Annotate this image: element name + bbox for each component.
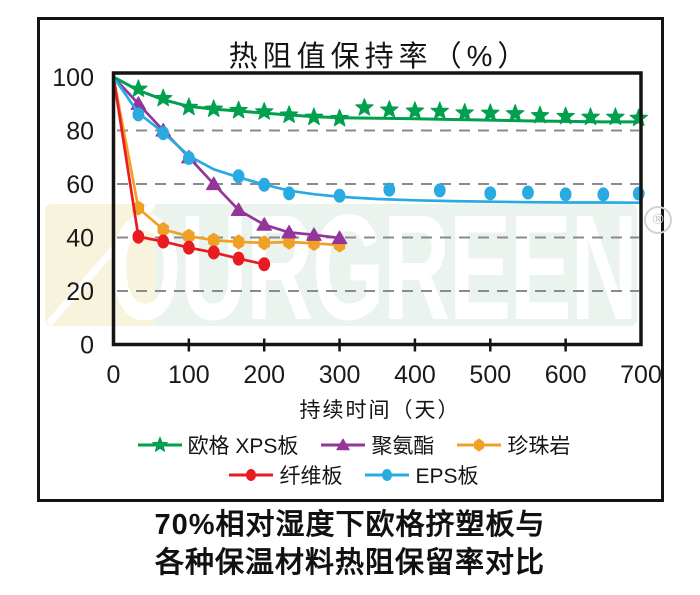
legend-row-1: 欧格 XPS板 聚氨酯 珍珠岩	[40, 430, 667, 460]
caption-line-2: 各种保温材料热阻保留率对比	[154, 547, 545, 579]
legend-item-polyurethane: 聚氨酯	[320, 430, 434, 460]
legend-item-perlite: 珍珠岩	[456, 430, 570, 460]
legend-label-polyurethane: 聚氨酯	[371, 435, 435, 458]
legend-label-fiberboard: 纤维板	[279, 465, 343, 488]
marker-circle	[382, 469, 393, 481]
legend-label-xps: 欧格 XPS板	[187, 435, 299, 458]
marker-star	[151, 436, 168, 452]
caption: 70%相对湿度下欧格挤塑板与 各种保温材料热阻保留率对比	[0, 506, 700, 582]
marker-circle	[246, 469, 257, 481]
polyurethane-triangle-marker-icon	[320, 435, 366, 455]
legend-item-xps: 欧格 XPS板	[137, 430, 299, 460]
caption-line-1: 70%相对湿度下欧格挤塑板与	[154, 509, 546, 541]
x-axis-title: 持续时间（天）	[299, 399, 461, 422]
legend-label-eps: EPS板	[415, 465, 479, 488]
eps-circle-marker-icon	[364, 465, 410, 485]
legend-label-perlite: 珍珠岩	[507, 435, 571, 458]
legend: 欧格 XPS板 聚氨酯 珍珠岩 纤维板 EPS板	[40, 430, 667, 490]
registered-trademark-icon: ®	[644, 206, 672, 234]
legend-item-fiberboard: 纤维板	[228, 460, 342, 490]
marker-triangle	[336, 438, 351, 451]
chart-frame: OURGREEN ® 热阻值保持率（%） 持续时间（天） 欧格 XPS板 聚氨酯…	[37, 17, 672, 502]
watermark-band: OURGREEN	[45, 204, 637, 326]
marker-hexagon	[474, 438, 485, 452]
chart-title: 热阻值保持率（%）	[228, 41, 532, 73]
perlite-hexagon-marker-icon	[456, 435, 502, 455]
xps-star-marker-icon	[137, 435, 183, 455]
legend-item-eps: EPS板	[364, 460, 479, 490]
watermark-text: OURGREEN	[109, 204, 637, 326]
legend-row-2: 纤维板 EPS板	[40, 460, 667, 490]
fiberboard-circle-marker-icon	[228, 465, 274, 485]
